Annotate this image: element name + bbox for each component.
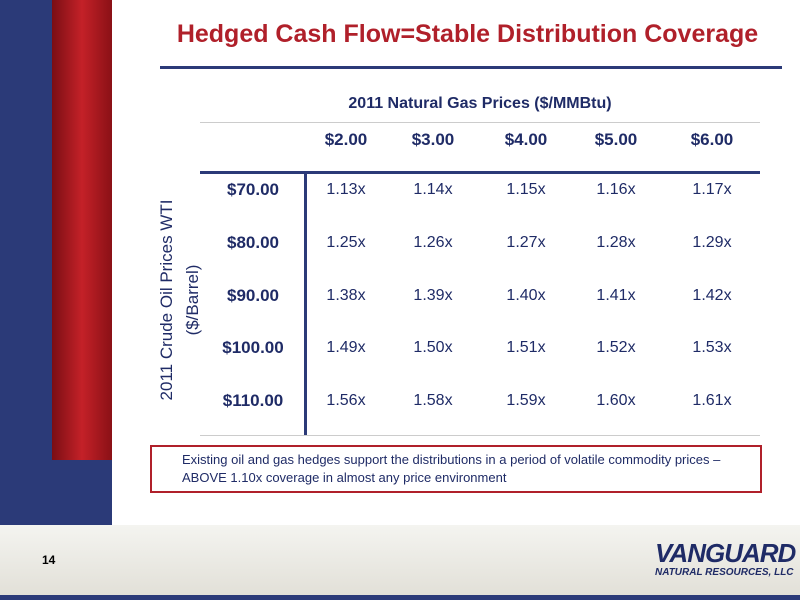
row-label-line bbox=[304, 171, 307, 435]
table-cell: 1.14x bbox=[413, 181, 453, 198]
table-cell: 1.53x bbox=[692, 339, 732, 357]
table-cell: 1.52x bbox=[596, 339, 636, 357]
table-cell: 1.29x bbox=[692, 233, 732, 251]
table-cell: 1.38x bbox=[326, 286, 366, 304]
table-cell: 1.59x bbox=[506, 392, 546, 410]
logo-sub: NATURAL RESOURCES, LLC bbox=[655, 567, 794, 578]
table-cell: 1.39x bbox=[413, 286, 453, 304]
table-bottom-line bbox=[200, 435, 760, 436]
row-axis-label: 2011 Crude Oil Prices WTI ($/Barrel) bbox=[154, 200, 206, 401]
footer-band bbox=[0, 525, 800, 595]
table-cell: 1.42x bbox=[692, 286, 732, 304]
row-header: $70.00 bbox=[227, 180, 279, 199]
column-header: $6.00 bbox=[690, 130, 734, 149]
table-cell: 1.50x bbox=[413, 339, 453, 357]
table-cell: 1.51x bbox=[506, 339, 546, 357]
table-cell: 1.27x bbox=[506, 233, 546, 251]
column-header: $3.00 bbox=[411, 130, 455, 149]
row-header: $80.00 bbox=[227, 232, 279, 252]
table-top-line bbox=[200, 122, 760, 123]
row-header: $90.00 bbox=[227, 285, 279, 305]
column-header: $2.00 bbox=[324, 130, 368, 149]
table-title: 2011 Natural Gas Prices ($/MMBtu) bbox=[348, 95, 612, 112]
table-cell: 1.25x bbox=[326, 233, 366, 251]
table-cell: 1.49x bbox=[326, 339, 366, 357]
table-cell: 1.58x bbox=[413, 392, 453, 410]
logo-name: VANGUARD bbox=[655, 538, 796, 568]
row-axis-label-line: 2011 Crude Oil Prices WTI bbox=[157, 199, 176, 401]
page-number: 14 bbox=[42, 553, 56, 567]
note-box: Existing oil and gas hedges support the … bbox=[150, 445, 762, 493]
table-cell: 1.61x bbox=[692, 392, 732, 410]
table-cell: 1.56x bbox=[326, 392, 366, 410]
row-axis-label-line: ($/Barrel) bbox=[183, 264, 202, 336]
table-cell: 1.60x bbox=[596, 392, 636, 410]
row-header: $100.00 bbox=[222, 338, 284, 358]
table-cell: 1.40x bbox=[506, 286, 546, 304]
title: Hedged Cash Flow=Stable Distribution Cov… bbox=[176, 20, 759, 48]
logo: VANGUARD NATURAL RESOURCES, LLC bbox=[655, 538, 796, 578]
table-cell: 1.28x bbox=[596, 233, 636, 251]
row-header: $110.00 bbox=[222, 391, 284, 411]
table-cell: 1.17x bbox=[692, 181, 732, 198]
column-header: $5.00 bbox=[594, 130, 638, 149]
column-header: $4.00 bbox=[504, 130, 548, 149]
red-band bbox=[52, 0, 112, 460]
table-cell: 1.41x bbox=[596, 286, 636, 304]
title-rule bbox=[160, 66, 782, 69]
table-cell: 1.26x bbox=[413, 233, 453, 251]
content-area bbox=[112, 0, 800, 525]
table-cell: 1.13x bbox=[326, 181, 366, 198]
header-line bbox=[200, 171, 760, 174]
table-cell: 1.16x bbox=[596, 181, 636, 198]
table-cell: 1.15x bbox=[506, 181, 546, 198]
